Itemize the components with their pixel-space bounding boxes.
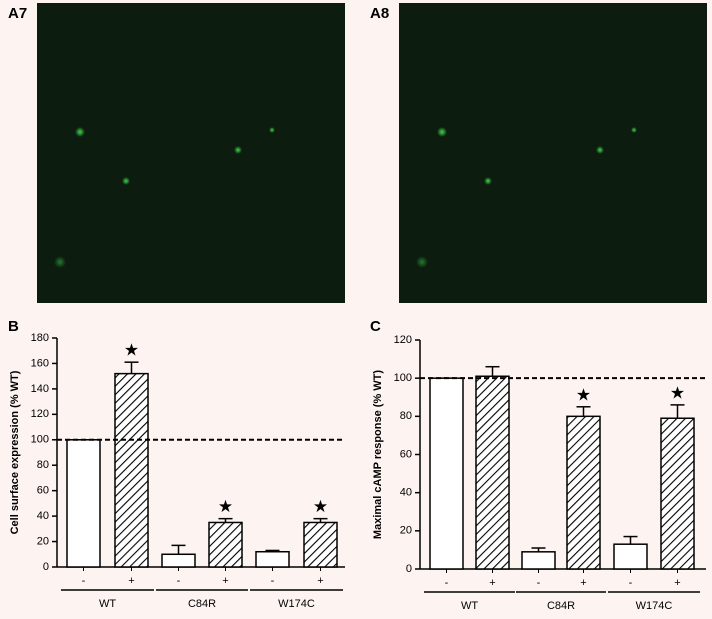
y-tick-label: 120 [31, 408, 49, 420]
x-tick-label: - [445, 577, 449, 589]
x-tick-label: - [82, 575, 86, 587]
significance-marker: ★ [313, 497, 328, 516]
panel-label: C [370, 318, 381, 335]
group-label: WT [461, 600, 478, 612]
bar [208, 521, 243, 568]
group-label: W174C [278, 598, 315, 610]
y-tick-label: 100 [31, 434, 49, 446]
panel-label: A8 [370, 5, 389, 22]
group-label: W174C [636, 600, 673, 612]
x-tick-label: + [317, 575, 323, 587]
group-label: C84R [547, 600, 575, 612]
bar [475, 375, 510, 570]
y-tick-label: 60 [37, 485, 49, 497]
y-tick-label: 20 [400, 525, 412, 537]
y-tick-label: 100 [394, 372, 412, 384]
bar [566, 415, 601, 570]
y-axis-label: Maximal cAMP response (% WT) [372, 370, 384, 539]
y-tick-label: 20 [37, 535, 49, 547]
y-tick-label: 40 [400, 487, 412, 499]
micrograph [37, 3, 345, 303]
x-tick-label: - [537, 577, 541, 589]
x-tick-label: - [271, 575, 275, 587]
bar [66, 439, 101, 568]
panel-label: A7 [8, 5, 27, 22]
x-tick-label: + [128, 575, 134, 587]
bar [114, 372, 149, 568]
x-tick-label: - [629, 577, 633, 589]
group-label: WT [99, 598, 116, 610]
significance-marker: ★ [670, 383, 685, 402]
y-tick-label: 60 [400, 448, 412, 460]
bar [255, 550, 290, 568]
bar [161, 553, 196, 568]
x-tick-label: + [489, 577, 495, 589]
bar [429, 377, 464, 570]
y-axis-label: Cell surface expression (% WT) [9, 370, 21, 534]
bar [521, 551, 556, 570]
group-label: C84R [188, 598, 216, 610]
y-tick-label: 120 [394, 334, 412, 346]
significance-marker: ★ [576, 385, 591, 404]
x-tick-label: + [580, 577, 586, 589]
bar [660, 417, 695, 570]
y-tick-label: 40 [37, 510, 49, 522]
y-tick-label: 160 [31, 357, 49, 369]
x-tick-label: + [222, 575, 228, 587]
y-tick-label: 0 [406, 563, 412, 575]
significance-marker: ★ [218, 497, 233, 516]
x-tick-label: - [177, 575, 181, 587]
micrograph-spots [54, 127, 637, 268]
y-tick-label: 140 [31, 383, 49, 395]
y-tick-label: 180 [31, 332, 49, 344]
micrograph [399, 3, 707, 303]
x-tick-label: + [674, 577, 680, 589]
y-tick-label: 80 [37, 459, 49, 471]
bar [613, 543, 648, 570]
bar [303, 521, 338, 568]
significance-marker: ★ [124, 341, 139, 360]
panel-label: B [8, 318, 19, 335]
y-tick-label: 0 [43, 561, 49, 573]
y-tick-label: 80 [400, 410, 412, 422]
